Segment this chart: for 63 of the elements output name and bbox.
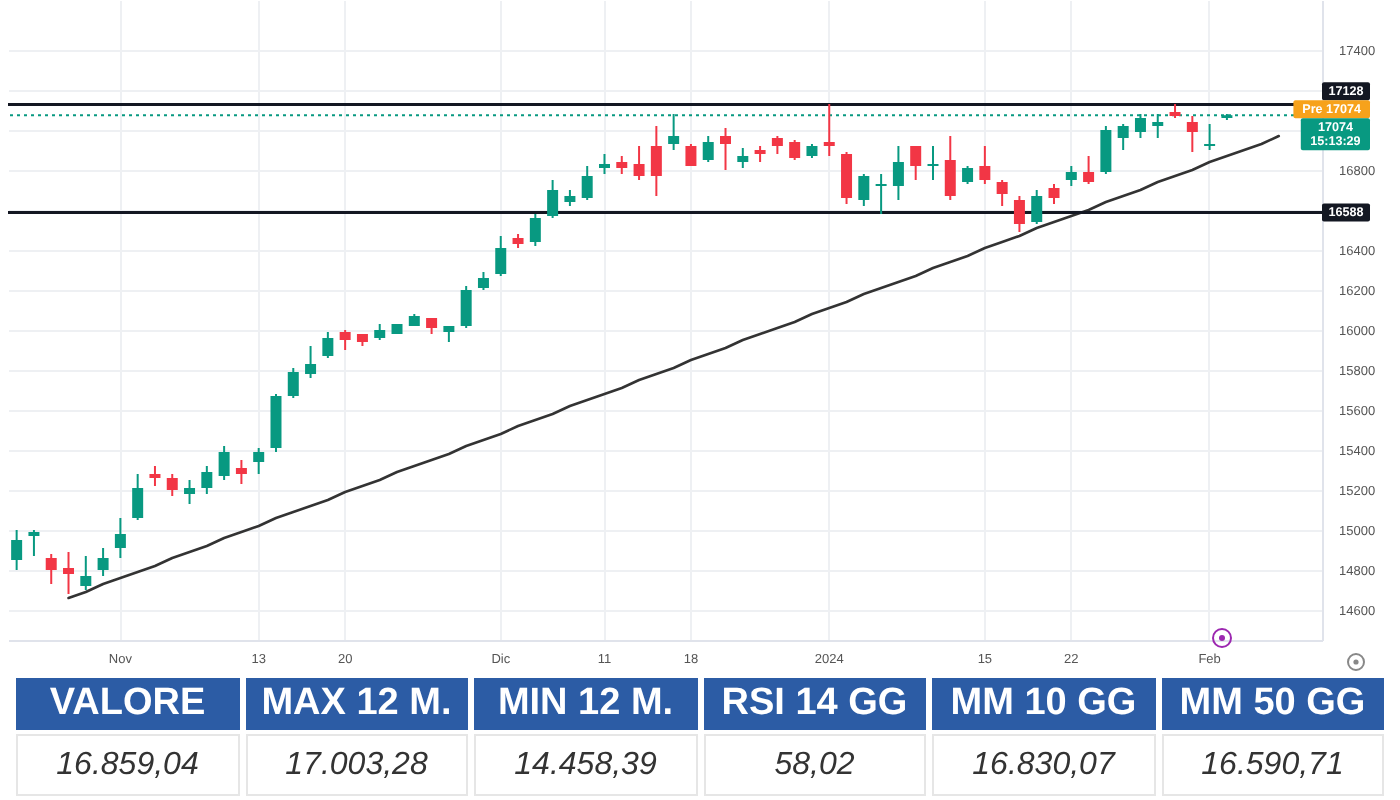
candlestick (149, 465, 161, 487)
candlestick (858, 173, 870, 207)
candlestick (702, 135, 714, 163)
line-series (67, 134, 1281, 600)
candlestick (737, 147, 749, 169)
candlestick (1204, 123, 1216, 151)
text: RSI 14 GG (703, 678, 926, 730)
candlestick (1031, 189, 1043, 225)
candlestick (996, 179, 1008, 207)
text: 16.830,07 (932, 734, 1155, 796)
candlestick (1100, 125, 1112, 175)
candlestick (287, 367, 299, 399)
candlestick (720, 127, 732, 171)
candlestick (875, 173, 887, 215)
candlestick (927, 145, 939, 181)
candlestick (45, 553, 57, 585)
text: MM 50 GG (1161, 678, 1384, 730)
candlestick (322, 331, 334, 359)
text: 58,02 (703, 734, 926, 796)
candlestick (235, 459, 247, 485)
candlestick (892, 145, 904, 201)
candlestick (529, 213, 541, 247)
candlestick (633, 145, 645, 181)
text: MAX 12 M. (245, 678, 468, 730)
candlestick (80, 555, 92, 591)
candlestick (1065, 165, 1077, 187)
candlestick (339, 329, 351, 351)
candlestick (979, 145, 991, 185)
candlestick (11, 529, 23, 571)
text: 16.859,04 (16, 734, 239, 796)
candlestick (910, 145, 922, 181)
text: 14.458,39 (474, 734, 697, 796)
candlestick (789, 139, 801, 161)
candlestick (166, 473, 178, 497)
candlestick (1048, 183, 1060, 205)
text: 16.590,71 (1161, 734, 1384, 796)
candlestick (460, 285, 472, 329)
candlestick (63, 551, 75, 595)
candlestick (547, 179, 559, 219)
candlestick (1083, 155, 1095, 185)
candlestick (132, 473, 144, 521)
candlestick (944, 135, 956, 201)
candlestick (495, 235, 507, 277)
candlestick (598, 153, 610, 175)
candlestick (1117, 123, 1129, 151)
candlestick (1186, 115, 1198, 153)
candlestick (114, 517, 126, 559)
candlestick (253, 447, 265, 475)
candlestick (201, 465, 213, 495)
candlestick (841, 151, 853, 205)
text: MIN 12 M. (474, 678, 697, 730)
text: MM 10 GG (932, 678, 1155, 730)
candlestick (28, 529, 40, 557)
text: VALORE (16, 678, 239, 730)
candlestick (218, 445, 230, 481)
candlestick (581, 165, 593, 201)
candlestick (1013, 195, 1025, 233)
candlestick (184, 479, 196, 505)
candlestick (650, 125, 662, 197)
candlestick (97, 547, 109, 577)
candlestick (823, 103, 835, 157)
candlestick (305, 345, 317, 379)
text: 17.003,28 (245, 734, 468, 796)
